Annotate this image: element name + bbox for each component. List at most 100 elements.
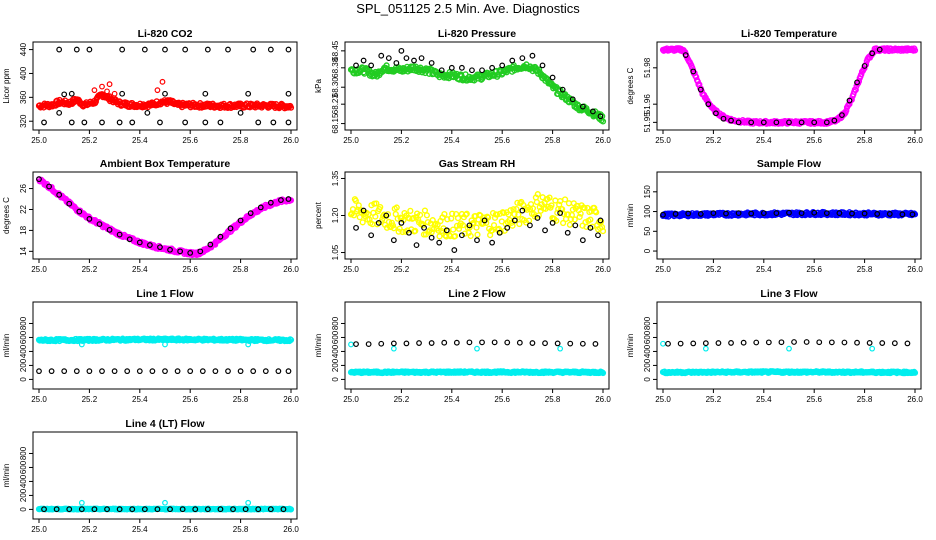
y-tick-label: 0 [643, 377, 652, 382]
y-axis-label: ml/min [626, 334, 635, 358]
data-point [467, 232, 474, 240]
y-axis-label: degrees C [626, 67, 635, 104]
y-tick-label: 14 [19, 246, 28, 255]
chart-panel-3: Li-820 Temperature degrees C 25.0 25.2 25.4 2… [626, 28, 923, 145]
series-line-2-fine- [347, 368, 607, 377]
y-tick-label: 0 [331, 377, 340, 382]
data-point [202, 90, 209, 97]
y-tick-label: 800 [331, 316, 340, 330]
data-point [786, 119, 792, 126]
data-point [803, 339, 810, 345]
data-point [592, 340, 599, 347]
data-point [383, 224, 391, 231]
data-point [557, 345, 564, 352]
data-point [811, 119, 818, 126]
data-point [474, 345, 480, 352]
data-point [390, 345, 397, 352]
y-tick-label: 360 [19, 90, 28, 104]
data-point [242, 506, 249, 513]
data-point [230, 506, 236, 513]
data-point [665, 340, 671, 347]
data-point [99, 83, 105, 90]
data-point [360, 207, 367, 214]
data-point [554, 340, 561, 347]
data-point [911, 369, 919, 376]
y-tick-label: 0 [19, 377, 28, 382]
plot-area [347, 47, 607, 125]
y-tick-label: 200 [19, 358, 28, 372]
data-point [141, 506, 148, 513]
data-point [162, 341, 168, 348]
chart-title: Li-820 Pressure [438, 28, 516, 40]
data-point [78, 341, 85, 348]
data-point [546, 194, 553, 201]
x-tick-label: 26.0 [283, 525, 299, 534]
data-point [450, 226, 457, 233]
data-point [393, 204, 400, 211]
data-point [436, 233, 443, 240]
data-point [285, 46, 292, 53]
data-point [91, 506, 98, 513]
data-point [548, 202, 555, 209]
data-point [36, 368, 42, 375]
x-tick-label: 25.0 [343, 136, 359, 145]
data-point [886, 211, 893, 217]
data-point [267, 46, 274, 53]
data-point [179, 506, 186, 513]
data-point [48, 368, 55, 375]
data-point [212, 368, 219, 375]
data-point [73, 46, 80, 53]
data-point [159, 78, 166, 85]
x-tick-label: 25.8 [857, 136, 873, 145]
data-point [539, 62, 546, 69]
chart-panel-1: Li-820 CO2 Licor ppm 25.0 25.2 25.4 25.6 25.8 2… [2, 28, 299, 145]
data-point [378, 340, 385, 347]
data-point [353, 62, 359, 69]
x-tick-label: 25.8 [857, 265, 873, 274]
data-point [694, 78, 701, 85]
data-point [182, 119, 189, 126]
data-point [174, 368, 181, 375]
plot-frame [656, 41, 922, 131]
data-point [390, 225, 397, 232]
x-tick-label: 25.8 [545, 136, 561, 145]
data-point [473, 224, 480, 231]
data-point [831, 117, 838, 124]
data-point [278, 197, 284, 203]
data-point [728, 340, 734, 346]
data-point [511, 217, 518, 224]
y-tick-label: 150 [643, 185, 652, 199]
data-point [250, 46, 257, 53]
x-tick-label: 26.0 [283, 136, 299, 145]
data-point [513, 205, 520, 213]
data-point [73, 368, 80, 375]
data-point [874, 211, 881, 217]
data-point [68, 90, 75, 97]
data-point [565, 200, 573, 207]
y-tick-label: 800 [19, 316, 28, 330]
data-point [245, 90, 252, 97]
data-point [504, 339, 511, 346]
data-point [828, 339, 835, 346]
data-point [116, 231, 123, 238]
x-tick-label: 25.4 [444, 395, 460, 404]
x-tick-label: 25.6 [806, 395, 822, 404]
data-point [869, 345, 876, 352]
data-point [453, 339, 460, 346]
x-tick-label: 26.0 [907, 265, 923, 274]
y-tick-label: 51.95 [643, 112, 652, 133]
data-point [182, 46, 189, 53]
data-point [458, 64, 465, 71]
data-point [854, 79, 860, 86]
data-point [702, 340, 709, 347]
data-point [136, 239, 143, 246]
data-point [516, 339, 523, 346]
data-point [96, 221, 103, 228]
data-point [106, 81, 113, 88]
data-point [146, 242, 153, 248]
data-point [41, 119, 47, 126]
data-point [287, 506, 295, 513]
y-tick-label: 26 [19, 184, 28, 193]
y-tick-label: 200 [19, 488, 28, 502]
data-point [685, 210, 692, 217]
